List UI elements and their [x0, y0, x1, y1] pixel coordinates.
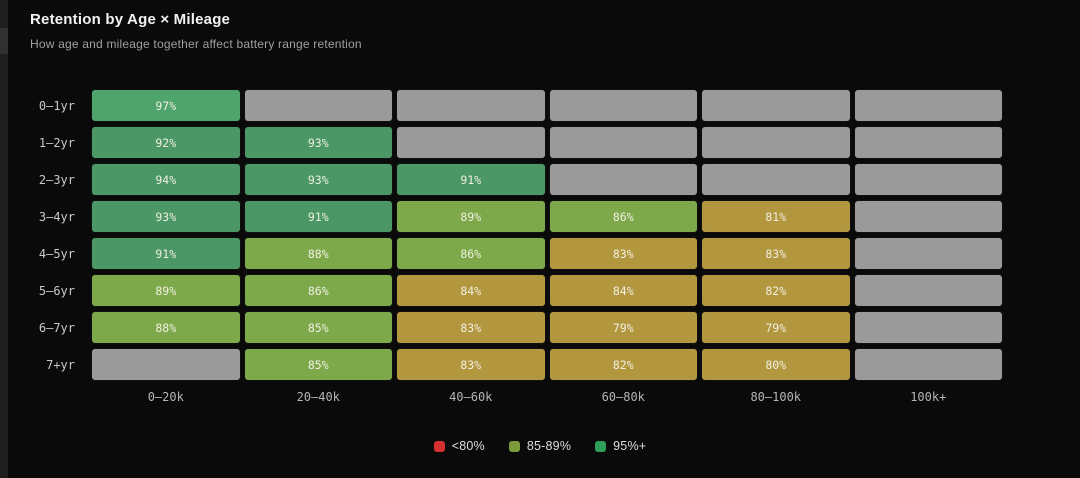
x-axis-label: 60–80k	[601, 390, 645, 404]
heatmap-cell: 93%	[91, 200, 241, 233]
heatmap-cell: 85%	[243, 311, 393, 344]
heatmap-cell-empty	[853, 200, 1003, 233]
heatmap-cell: 79%	[548, 311, 698, 344]
heatmap-cell: 88%	[243, 237, 393, 270]
heatmap-cell: 80%	[701, 348, 851, 381]
heatmap-cell-empty	[701, 126, 851, 159]
heatmap-grid: 0–1yr 97% 1–2yr 92% 93% 2–3yr 94% 93% 91% 3–4yr 93…	[0, 89, 1003, 381]
heatmap-cell: 82%	[548, 348, 698, 381]
row-label: 1–2yr	[38, 135, 75, 150]
heatmap-cell: 83%	[396, 348, 546, 381]
heatmap-cell-empty	[853, 274, 1003, 307]
heatmap-cell-empty	[853, 348, 1003, 381]
heatmap-cell-empty	[853, 237, 1003, 270]
heatmap-area: 0–1yr 97% 1–2yr 92% 93% 2–3yr 94% 93% 91% 3–4yr 93…	[0, 89, 1003, 404]
heatmap-cell-empty	[701, 163, 851, 196]
heatmap-cell: 97%	[91, 89, 241, 122]
heatmap-cell-empty	[548, 163, 698, 196]
heatmap-cell: 94%	[91, 163, 241, 196]
heatmap-cell: 93%	[243, 163, 393, 196]
legend-swatch-icon	[595, 440, 607, 452]
heatmap-cell-empty	[853, 311, 1003, 344]
legend-swatch-icon	[508, 440, 520, 452]
row-label: 7+yr	[46, 357, 75, 372]
heatmap-cell: 88%	[91, 311, 241, 344]
row-label: 3–4yr	[38, 209, 75, 224]
window-edge-notch	[0, 28, 8, 54]
heatmap-cell-empty	[243, 89, 393, 122]
heatmap-cell-empty	[853, 163, 1003, 196]
heatmap-cell-empty	[548, 89, 698, 122]
row-label: 0–1yr	[38, 98, 75, 113]
chart-title: Retention by Age × Mileage	[30, 11, 231, 28]
heatmap-cell: 93%	[243, 126, 393, 159]
x-axis-label: 0–20k	[147, 390, 184, 404]
legend-label: 95%+	[613, 439, 647, 453]
x-axis-spacer	[0, 390, 88, 404]
legend-label: 85-89%	[526, 439, 572, 453]
heatmap-cell: 85%	[243, 348, 393, 381]
heatmap-cell: 81%	[701, 200, 851, 233]
x-axis-label: 100k+	[910, 390, 947, 404]
window-edge	[0, 0, 8, 478]
heatmap-cell-empty	[396, 126, 546, 159]
heatmap-cell: 89%	[396, 200, 546, 233]
x-axis-labels: 0–20k 20–40k 40–60k 60–80k 80–100k 100k+	[0, 390, 1003, 404]
legend-label: <80%	[451, 439, 485, 453]
legend-item: 95%+	[595, 439, 646, 453]
heatmap-cell: 91%	[243, 200, 393, 233]
x-axis-label: 40–60k	[449, 390, 493, 404]
heatmap-cell-empty	[548, 126, 698, 159]
row-label: 2–3yr	[38, 172, 75, 187]
chart-subtitle: How age and mileage together affect batt…	[30, 36, 362, 51]
heatmap-cell-empty	[701, 89, 851, 122]
heatmap-cell: 91%	[396, 163, 546, 196]
heatmap-cell: 86%	[548, 200, 698, 233]
heatmap-cell: 84%	[396, 274, 546, 307]
heatmap-cell: 89%	[91, 274, 241, 307]
heatmap-cell: 79%	[701, 311, 851, 344]
legend-item: <80%	[433, 439, 485, 453]
legend-swatch-icon	[433, 440, 445, 452]
heatmap-cell-empty	[396, 89, 546, 122]
x-axis-label: 20–40k	[296, 390, 340, 404]
legend-item: 85-89%	[508, 439, 572, 453]
heatmap-cell: 92%	[91, 126, 241, 159]
heatmap-cell: 91%	[91, 237, 241, 270]
heatmap-cell: 82%	[701, 274, 851, 307]
heatmap-cell: 86%	[396, 237, 546, 270]
heatmap-cell-empty	[853, 89, 1003, 122]
heatmap-cell: 86%	[243, 274, 393, 307]
heatmap-cell: 83%	[548, 237, 698, 270]
heatmap-cell: 83%	[396, 311, 546, 344]
heatmap-cell: 83%	[701, 237, 851, 270]
row-label: 4–5yr	[38, 246, 75, 261]
x-axis-label: 80–100k	[750, 390, 802, 404]
chart-legend: <80% 85-89% 95%+	[0, 439, 1080, 453]
heatmap-cell-empty	[853, 126, 1003, 159]
row-label: 6–7yr	[38, 320, 75, 335]
chart-header: Retention by Age × Mileage How age and m…	[30, 11, 362, 51]
heatmap-cell-empty	[91, 348, 241, 381]
row-label: 5–6yr	[38, 283, 75, 298]
heatmap-cell: 84%	[548, 274, 698, 307]
